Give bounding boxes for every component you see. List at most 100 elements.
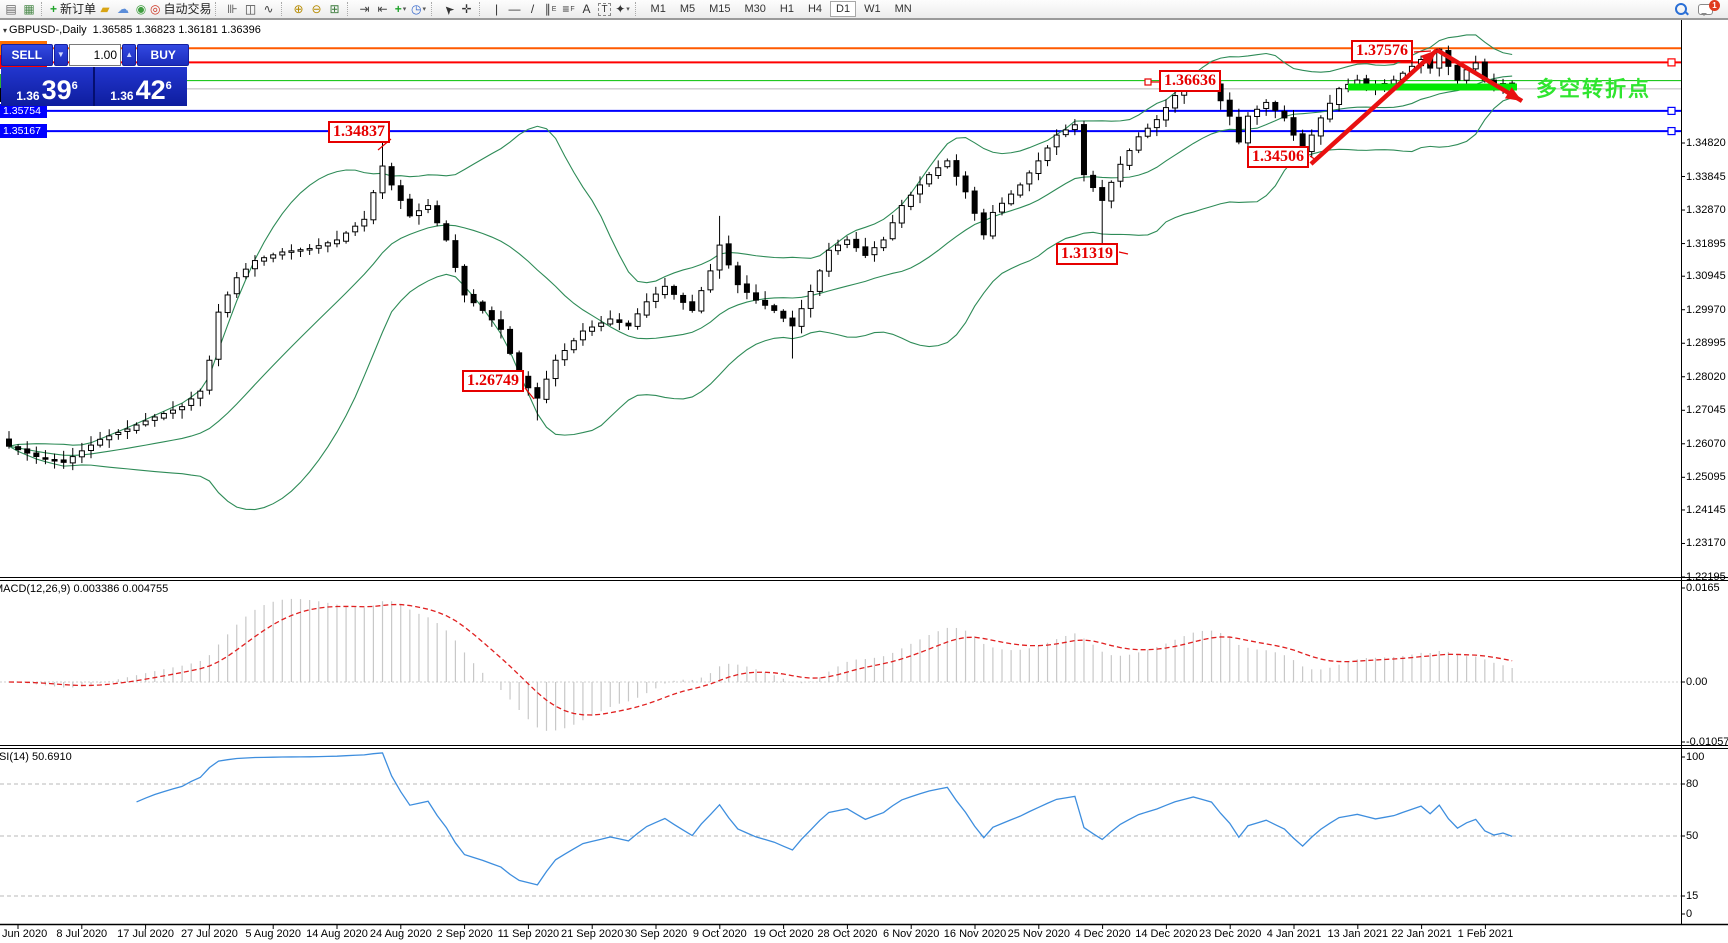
channel-icon[interactable]: ∥ E — [542, 1, 560, 18]
crosshair-icon: ✛ — [461, 1, 472, 16]
toolbar-separator — [214, 2, 220, 16]
chevron-down-icon: ▾ — [402, 5, 407, 13]
chat-icon[interactable]: 1 — [1698, 0, 1720, 16]
crosshair-icon[interactable]: ✛ — [458, 1, 476, 18]
shapes-icon: ✦ — [615, 1, 626, 16]
bid-prefix: 1.36 — [16, 89, 40, 103]
label-icon[interactable]: T — [596, 1, 614, 18]
tile-windows-icon: ⊞ — [329, 1, 340, 16]
text-icon[interactable]: A — [578, 1, 596, 18]
chart-window-icon[interactable]: ▤ — [2, 1, 20, 18]
new-order-button-label: 新订单 — [60, 1, 97, 16]
price-annotation[interactable]: 1.34506 — [1247, 146, 1309, 168]
auto-scroll-icon: ⇥ — [359, 1, 370, 16]
macd-indicator-label: MACD(12,26,9) 0.003386 0.004755 — [0, 583, 169, 595]
fibonacci-icon-sub: F — [570, 5, 575, 13]
add-indicator-icon: + — [394, 1, 402, 16]
volume-decrease-button[interactable]: ▼ — [53, 44, 68, 66]
trendline-icon: / — [530, 1, 535, 16]
add-indicator-icon[interactable]: + ▾ — [392, 1, 410, 18]
shapes-icon[interactable]: ✦ ▾ — [614, 1, 632, 18]
bar-chart-icon[interactable]: ⊪ — [224, 1, 242, 18]
profile-window-icon[interactable]: ▦ — [20, 1, 38, 18]
channel-icon-sub: E — [551, 5, 557, 13]
rsi-indicator-label: RSI(14) 50.6910 — [0, 751, 72, 763]
auto-trading-button[interactable]: ◎ 自动交易 — [150, 1, 212, 18]
chart-title: ▾ GBPUSD-,Daily 1.36585 1.36823 1.36181 1.… — [3, 24, 261, 36]
timeframe-h4[interactable]: H4 — [807, 3, 823, 15]
cursor-icon: ➤ — [439, 0, 457, 18]
price-annotation[interactable]: 1.34837 — [328, 121, 390, 143]
turning-point-annotation[interactable]: 多空转折点 — [1536, 78, 1651, 101]
ask-big-digits: 42 — [135, 75, 166, 105]
auto-trading-button-label: 自动交易 — [163, 1, 212, 16]
bid-price[interactable]: 1.36 39 6 — [1, 67, 95, 106]
toolbar-separator — [430, 2, 436, 16]
chart-shift-icon: ⇤ — [377, 1, 388, 16]
timeframe-w1[interactable]: W1 — [864, 3, 881, 15]
chart-window-icon: ▤ — [5, 1, 17, 16]
chart-shift-icon[interactable]: ⇤ — [374, 1, 392, 18]
trendline-icon[interactable]: / — [524, 1, 542, 18]
vertical-line-icon[interactable]: | — [488, 1, 506, 18]
channel-icon: ∥ — [544, 1, 551, 16]
sell-button[interactable]: SELL — [1, 44, 53, 66]
volume-increase-button[interactable]: ▲ — [122, 44, 137, 66]
line-chart-icon[interactable]: ∿ — [260, 1, 278, 18]
ask-pip: 6 — [165, 80, 172, 92]
volume-input[interactable] — [69, 44, 121, 66]
text-icon: A — [582, 1, 591, 16]
timeframe-d1[interactable]: D1 — [830, 1, 857, 17]
price-annotation[interactable]: 1.37576 — [1351, 40, 1413, 62]
bid-pip: 6 — [71, 80, 78, 92]
candlestick-chart-icon: ◫ — [244, 1, 257, 16]
period-icon: ◷ — [411, 1, 422, 16]
chevron-down-icon: ▾ — [626, 5, 630, 13]
buy-button[interactable]: BUY — [137, 44, 189, 66]
cursor-icon[interactable]: ➤ — [440, 1, 458, 18]
community-icon[interactable]: ☁ — [114, 1, 132, 18]
zoom-in-icon[interactable]: ⊕ — [290, 1, 308, 18]
zoom-out-icon[interactable]: ⊖ — [308, 1, 326, 18]
price-annotation[interactable]: 1.31319 — [1056, 243, 1118, 265]
profile-window-icon: ▦ — [23, 1, 35, 16]
gold-icon: ▰ — [100, 1, 110, 16]
community-icon: ☁ — [117, 1, 130, 16]
gold-icon[interactable]: ▰ — [96, 1, 114, 18]
tile-windows-icon[interactable]: ⊞ — [326, 1, 344, 18]
ask-price[interactable]: 1.36 42 6 — [95, 67, 187, 106]
toolbar-separator — [280, 2, 286, 16]
ask-prefix: 1.36 — [110, 89, 134, 103]
period-icon[interactable]: ◷ ▾ — [410, 1, 428, 18]
chevron-down-icon: ▾ — [422, 5, 427, 13]
toolbar: ▤ ▦ + 新订单 ▰ ☁ ◉ ◎ 自动交易 ⊪ ◫ ∿ ⊕ ⊖ ⊞ ⇥ ⇤ + ▾ ◷ ▾ ➤ ✛ | — / ∥ E ≡ F A T ✦ ▾ M… — [0, 0, 1728, 19]
timeframe-m1[interactable]: M1 — [650, 3, 666, 15]
signals-icon[interactable]: ◉ — [132, 1, 150, 18]
timeframe-h1[interactable]: H1 — [779, 3, 794, 15]
candlestick-chart-icon[interactable]: ◫ — [242, 1, 260, 18]
timeframe-m15[interactable]: M15 — [709, 3, 731, 15]
symbol-menu-icon[interactable]: ▾ — [3, 26, 8, 35]
ohlc-values: 1.36585 1.36823 1.36181 1.36396 — [92, 24, 261, 36]
notification-badge: 1 — [1709, 0, 1720, 11]
timeframe-mn[interactable]: MN — [894, 3, 912, 15]
fibonacci-icon[interactable]: ≡ F — [560, 1, 578, 18]
symbol-period-label: GBPUSD-,Daily — [9, 24, 87, 36]
fibonacci-icon: ≡ — [562, 1, 570, 16]
vertical-line-icon: | — [494, 1, 499, 16]
timeframe-m30[interactable]: M30 — [744, 3, 766, 15]
new-order-button: + — [50, 1, 58, 16]
zoom-in-icon: ⊕ — [293, 1, 304, 16]
search-icon[interactable] — [1674, 2, 1688, 16]
new-order-button[interactable]: + 新订单 — [50, 1, 96, 18]
signals-icon: ◉ — [135, 1, 147, 16]
price-annotation[interactable]: 1.36636 — [1159, 70, 1221, 92]
horizontal-line-icon[interactable]: — — [506, 1, 524, 18]
auto-scroll-icon[interactable]: ⇥ — [356, 1, 374, 18]
price-annotation[interactable]: 1.26749 — [462, 370, 524, 392]
bar-chart-icon: ⊪ — [227, 1, 238, 16]
toolbar-separator — [478, 2, 484, 16]
timeframe-m5[interactable]: M5 — [679, 3, 696, 15]
